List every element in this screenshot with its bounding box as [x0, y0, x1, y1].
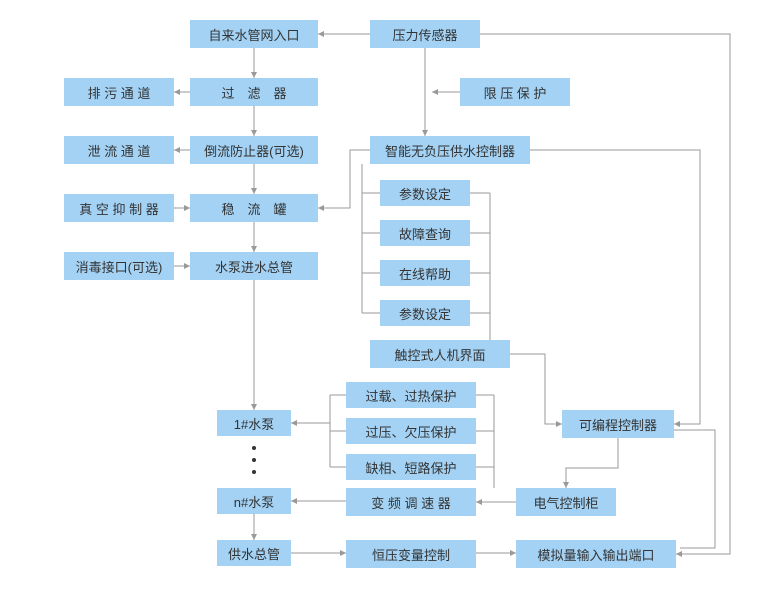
node-pressure-limit: 限 压 保 护: [460, 78, 570, 106]
node-param-set-1: 参数设定: [380, 180, 470, 206]
ellipsis-dot: [252, 470, 256, 474]
node-phase-protect: 缺相、短路保护: [346, 454, 476, 480]
node-electrical-cabinet: 电气控制柜: [516, 488, 616, 516]
node-drain: 排 污 通 道: [64, 78, 174, 106]
node-inlet: 自来水管网入口: [190, 20, 318, 48]
node-backflow-preventer: 倒流防止器(可选): [190, 136, 318, 164]
node-disinfect-port: 消毒接口(可选): [64, 252, 174, 280]
node-plc: 可编程控制器: [562, 410, 674, 438]
node-analog-io: 模拟量输入输出端口: [516, 540, 676, 568]
node-fault-query: 故障查询: [380, 220, 470, 246]
node-relief: 泄 流 通 道: [64, 136, 174, 164]
node-pump-n: n#水泵: [217, 488, 291, 514]
node-steady-tank: 稳 流 罐: [190, 194, 318, 222]
node-overvolt-protect: 过压、欠压保护: [346, 418, 476, 444]
node-vacuum-suppressor: 真 空 抑 制 器: [64, 194, 174, 222]
node-supply-main: 供水总管: [217, 540, 291, 566]
node-online-help: 在线帮助: [380, 260, 470, 286]
ellipsis-dot: [252, 446, 256, 450]
node-pressure-sensor: 压力传感器: [370, 20, 480, 48]
node-pump-inlet-main: 水泵进水总管: [190, 252, 318, 280]
node-touch-hmi: 触控式人机界面: [370, 340, 510, 368]
ellipsis-dot: [252, 458, 256, 462]
node-pump-1: 1#水泵: [217, 410, 291, 436]
node-const-pressure-ctrl: 恒压变量控制: [346, 540, 476, 568]
node-param-set-2: 参数设定: [380, 300, 470, 326]
node-smart-controller: 智能无负压供水控制器: [370, 136, 530, 164]
node-overload-protect: 过载、过热保护: [346, 382, 476, 408]
node-filter: 过 滤 器: [190, 78, 318, 106]
node-vfd: 变 频 调 速 器: [346, 488, 476, 516]
